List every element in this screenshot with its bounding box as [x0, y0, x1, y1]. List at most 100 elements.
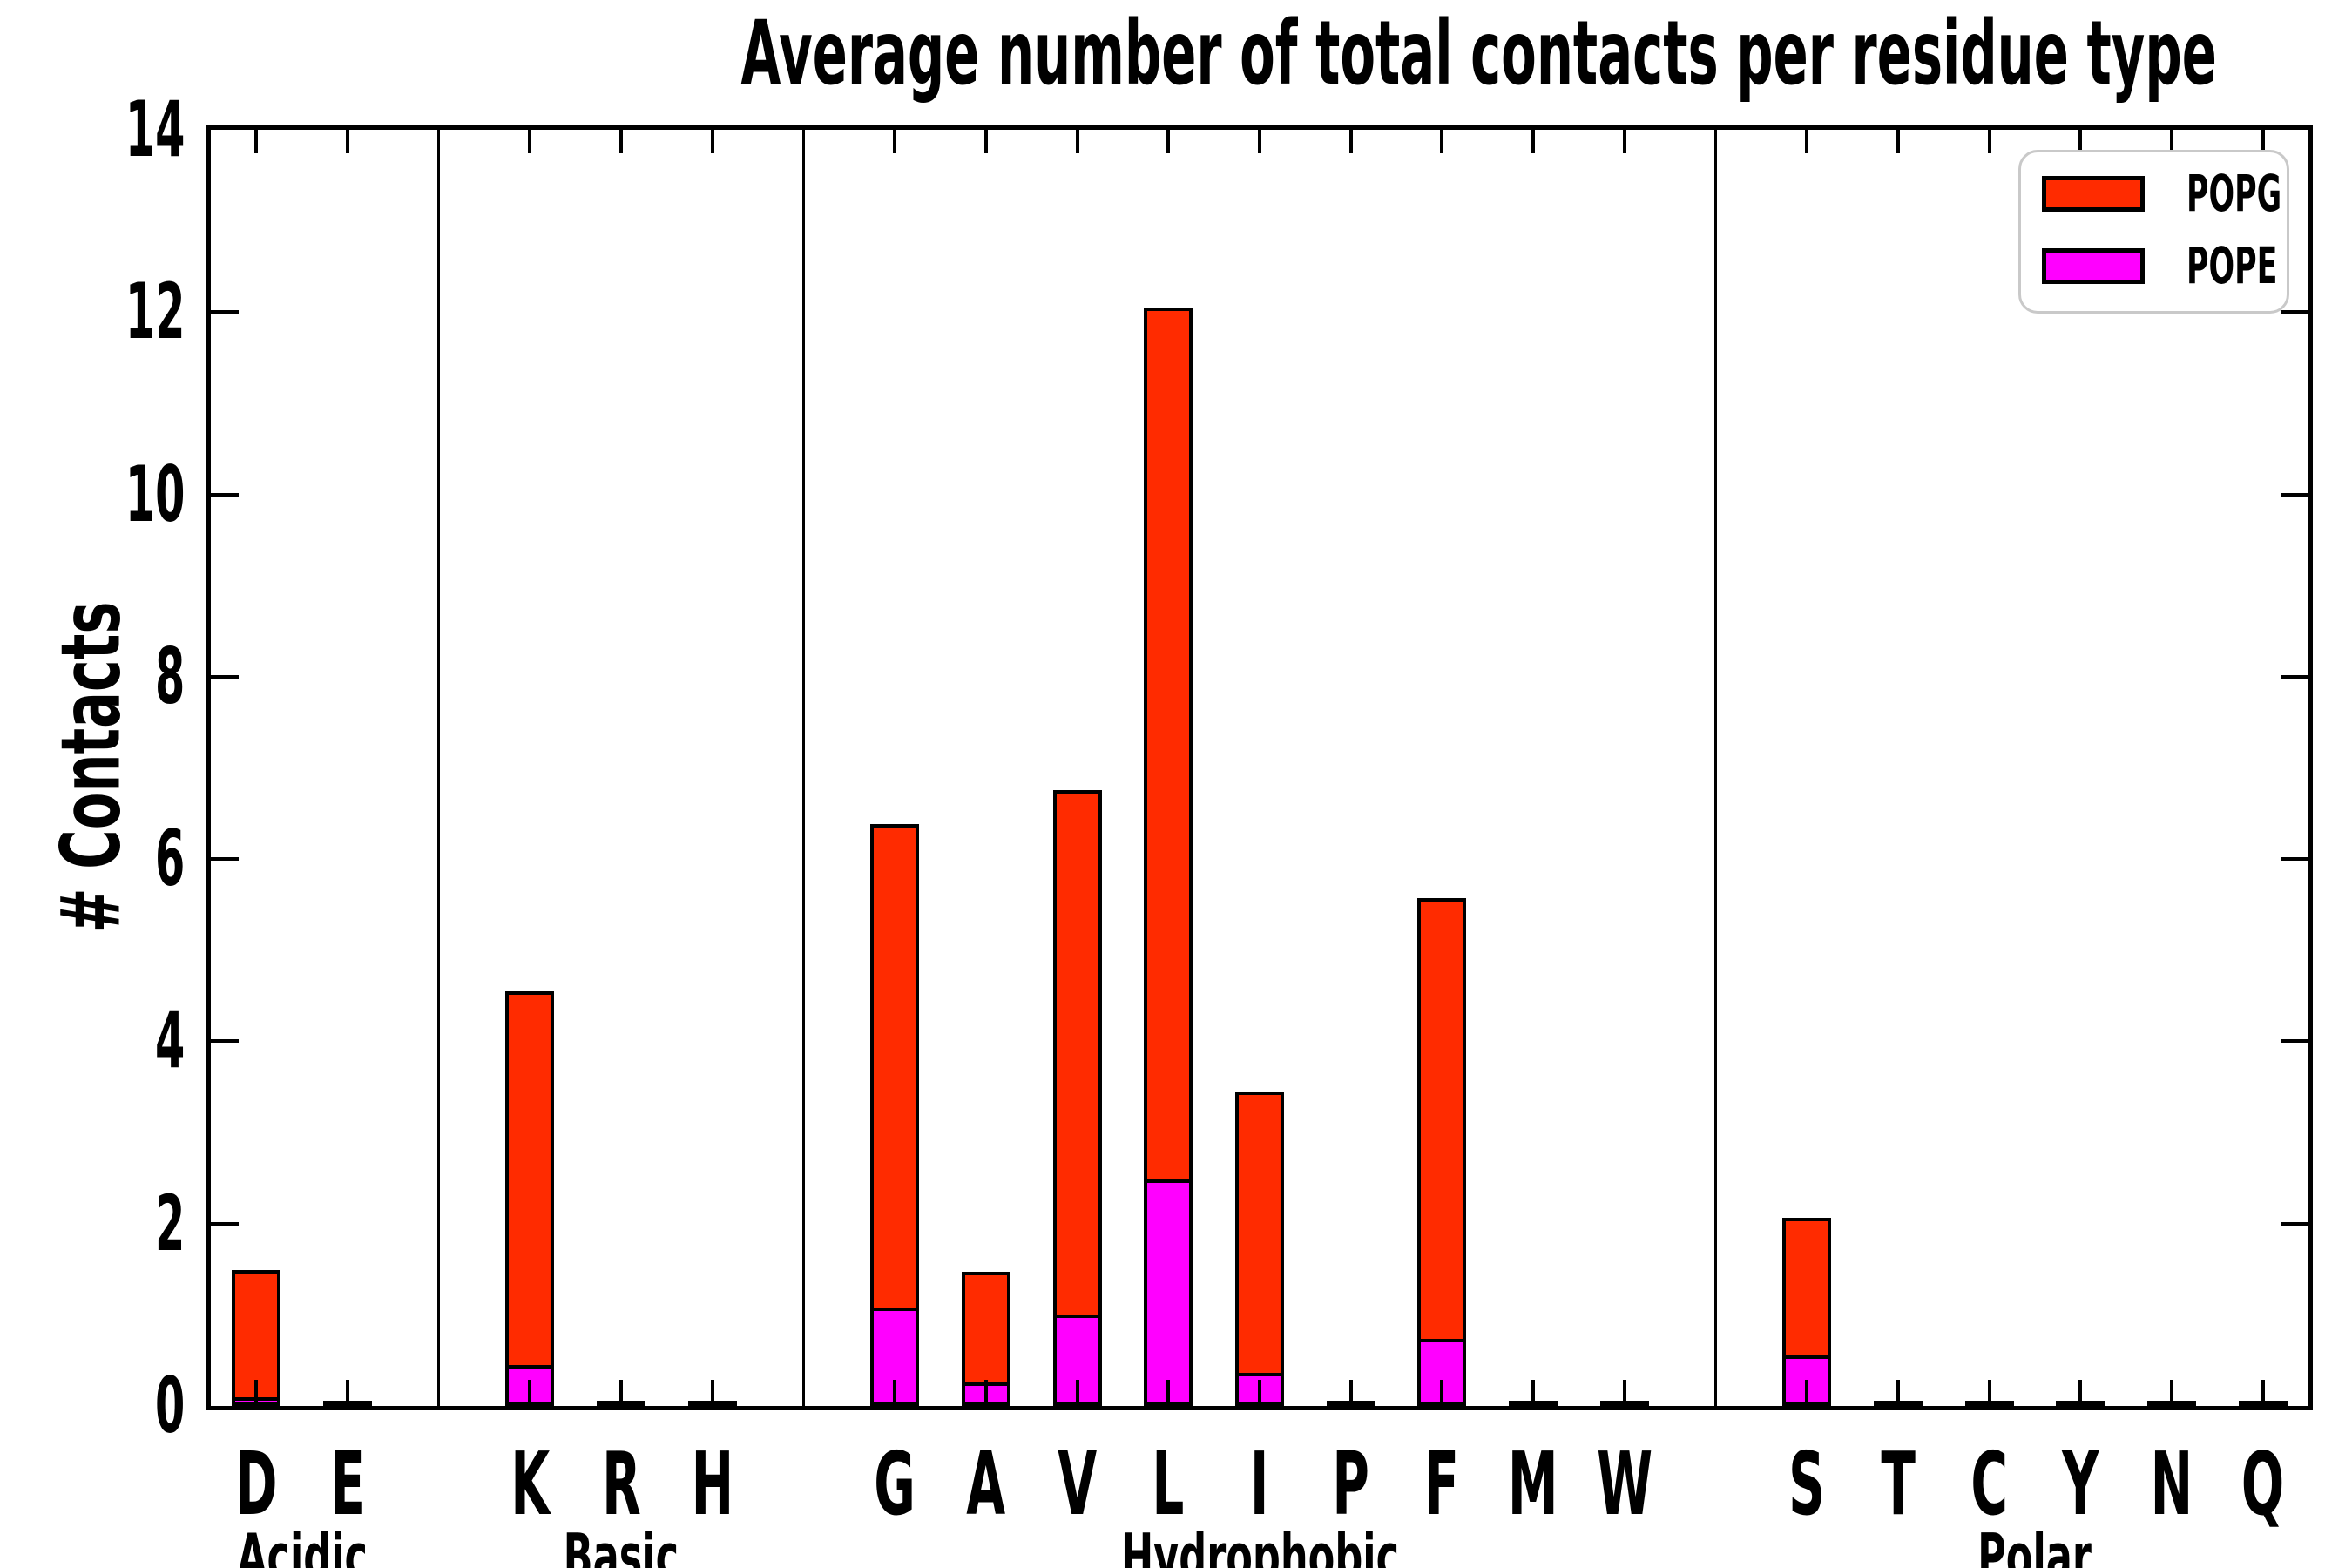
bar-segment-popg-V: [1052, 790, 1102, 1318]
x-tick-D: [254, 1380, 259, 1406]
group-separator-line: [437, 130, 441, 1406]
x-tick-label-text: D: [235, 1433, 278, 1535]
x-tick-top-M: [1531, 130, 1536, 153]
x-tick-S: [1805, 1380, 1809, 1406]
x-tick-label-L: L: [1081, 1439, 1255, 1530]
group-label-hydrophobic: Hydrophobic: [1033, 1520, 1486, 1568]
y-tick-label-text: 10: [125, 449, 185, 539]
bar-segment-pope-L: [1144, 1179, 1193, 1406]
x-tick-top-C: [1987, 130, 1991, 153]
x-tick-top-L: [1166, 130, 1171, 153]
x-tick-top-W: [1622, 130, 1626, 153]
y-tick-label-text: 12: [125, 267, 185, 357]
legend-row-popg: POPG: [2042, 164, 2345, 223]
group-separator-line: [1713, 130, 1717, 1406]
y-tick-label-10: 10: [0, 447, 185, 543]
y-tick-label-2: 2: [0, 1176, 185, 1272]
group-separator-line: [802, 130, 806, 1406]
x-tick-label-P: P: [1264, 1439, 1438, 1530]
x-tick-label-S: S: [1720, 1439, 1894, 1530]
x-tick-N: [2169, 1380, 2173, 1406]
x-tick-label-text: C: [1970, 1433, 2008, 1535]
x-tick-G: [893, 1380, 897, 1406]
y-tick-12: [211, 310, 239, 314]
x-tick-label-H: H: [625, 1439, 800, 1530]
x-tick-label-text: Y: [2062, 1433, 2099, 1535]
bar-segment-popg-L: [1144, 308, 1193, 1183]
x-tick-top-N: [2169, 130, 2173, 153]
legend-label-popg: POPG: [2186, 164, 2345, 223]
legend-row-pope: POPE: [2042, 236, 2338, 295]
x-tick-label-V: V: [990, 1439, 1165, 1530]
stacked-bar-V: [1052, 790, 1102, 1406]
x-tick-W: [1622, 1380, 1626, 1406]
x-tick-label-text: G: [874, 1433, 916, 1535]
y-tick-right-6: [2281, 857, 2308, 862]
x-tick-label-E: E: [260, 1439, 435, 1530]
plot-area: POPG POPE: [206, 125, 2313, 1410]
x-tick-label-text: R: [601, 1433, 641, 1535]
x-tick-label-text: W: [1596, 1433, 1652, 1535]
legend-label-text: POPE: [2186, 236, 2278, 295]
stacked-bar-F: [1417, 897, 1467, 1406]
x-tick-label-text: L: [1152, 1433, 1185, 1535]
group-label-polar: Polar: [1808, 1525, 2261, 1568]
stacked-bar-L: [1144, 308, 1193, 1406]
x-tick-label-W: W: [1538, 1439, 1712, 1530]
x-tick-label-R: R: [534, 1439, 708, 1530]
y-tick-10: [211, 492, 239, 497]
x-tick-label-G: G: [808, 1439, 982, 1530]
x-tick-label-text: A: [966, 1433, 1006, 1535]
x-tick-top-P: [1348, 130, 1353, 153]
bar-segment-popg-A: [961, 1272, 1010, 1386]
x-tick-label-D: D: [169, 1439, 343, 1530]
y-tick-right-2: [2281, 1221, 2308, 1226]
x-tick-label-text: S: [1788, 1433, 1826, 1535]
x-tick-H: [710, 1380, 714, 1406]
x-tick-label-Q: Q: [2176, 1439, 2350, 1530]
y-tick-right-4: [2281, 1039, 2308, 1044]
y-tick-2: [211, 1221, 239, 1226]
x-tick-top-A: [983, 130, 988, 153]
group-label-acidic: Acidic: [76, 1525, 529, 1568]
x-tick-M: [1531, 1380, 1536, 1406]
x-tick-C: [1987, 1380, 1991, 1406]
y-tick-label-14: 14: [0, 82, 185, 178]
x-tick-top-I: [1258, 130, 1261, 153]
stacked-bar-G: [870, 824, 920, 1406]
x-tick-label-text: F: [1424, 1433, 1460, 1535]
x-tick-label-text: Q: [2240, 1433, 2285, 1535]
x-tick-label-A: A: [899, 1439, 1073, 1530]
group-label-text: Basic: [563, 1520, 679, 1568]
x-tick-top-K: [528, 130, 532, 153]
y-tick-label-0: 0: [0, 1358, 185, 1454]
x-tick-top-R: [619, 130, 624, 153]
chart-title: Average number of total contacts per res…: [206, 2, 2313, 106]
x-tick-R: [619, 1380, 624, 1406]
legend-label-text: POPG: [2186, 164, 2282, 223]
x-tick-top-G: [893, 130, 897, 153]
chart-title-text: Average number of total contacts per res…: [740, 2, 2217, 105]
x-tick-Y: [2078, 1380, 2083, 1406]
x-tick-label-text: K: [510, 1433, 550, 1535]
stacked-bar-S: [1782, 1218, 1832, 1406]
group-label-text: Hydrophobic: [1120, 1520, 1399, 1568]
x-tick-label-text: E: [330, 1433, 365, 1535]
x-tick-top-V: [1075, 130, 1079, 153]
x-tick-top-Y: [2078, 130, 2083, 153]
bar-segment-popg-K: [505, 991, 555, 1369]
x-tick-top-T: [1896, 130, 1900, 153]
bar-segment-popg-G: [870, 824, 920, 1311]
y-tick-label-12: 12: [0, 264, 185, 360]
bar-segment-popg-S: [1782, 1218, 1832, 1359]
stacked-bar-I: [1235, 1092, 1284, 1406]
x-tick-T: [1896, 1380, 1900, 1406]
stacked-bar-K: [505, 991, 555, 1406]
x-tick-label-text: H: [691, 1433, 734, 1535]
x-tick-top-Q: [2261, 130, 2265, 153]
x-tick-label-M: M: [1446, 1439, 1620, 1530]
x-tick-Q: [2261, 1380, 2265, 1406]
x-tick-label-C: C: [1903, 1439, 2077, 1530]
x-tick-top-D: [254, 130, 259, 153]
